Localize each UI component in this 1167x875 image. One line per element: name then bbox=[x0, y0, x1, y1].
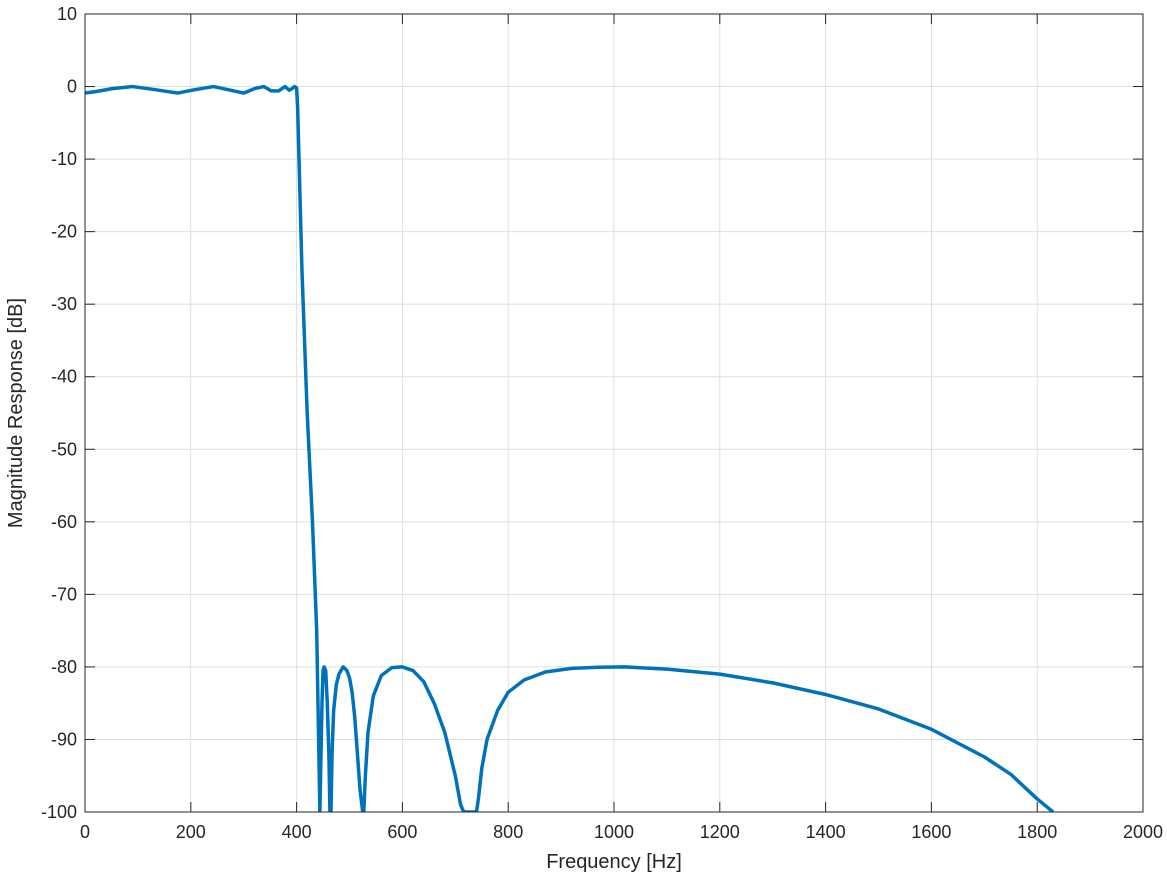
y-tick-label: -50 bbox=[51, 439, 77, 459]
y-tick-label: -100 bbox=[41, 802, 77, 822]
x-axis-label: Frequency [Hz] bbox=[546, 851, 682, 873]
x-tick-label: 200 bbox=[176, 822, 206, 842]
plot-area bbox=[85, 84, 1055, 812]
y-tick-label: -90 bbox=[51, 729, 77, 749]
y-tick-label: -60 bbox=[51, 512, 77, 532]
y-axis-label: Magnitude Response [dB] bbox=[5, 298, 27, 528]
y-tick-label: -10 bbox=[51, 149, 77, 169]
series-line-magnitude bbox=[85, 84, 1055, 812]
x-tick-label: 1400 bbox=[806, 822, 846, 842]
x-tick-label: 800 bbox=[493, 822, 523, 842]
x-tick-label: 600 bbox=[387, 822, 417, 842]
x-tick-label: 400 bbox=[282, 822, 312, 842]
y-tick-label: 0 bbox=[67, 77, 77, 97]
x-tick-label: 2000 bbox=[1123, 822, 1163, 842]
y-tick-label: -40 bbox=[51, 367, 77, 387]
axis-ticks bbox=[84, 13, 1144, 813]
x-tick-label: 1000 bbox=[594, 822, 634, 842]
y-tick-labels: 10 0 -10 -20 -30 -40 -50 -60 -70 -80 -90 -100 bbox=[41, 4, 77, 822]
x-tick-label: 1600 bbox=[911, 822, 951, 842]
y-tick-label: -70 bbox=[51, 584, 77, 604]
y-tick-label: -20 bbox=[51, 222, 77, 242]
x-tick-label: 1800 bbox=[1017, 822, 1057, 842]
y-tick-label: 10 bbox=[57, 4, 77, 24]
x-tick-labels: 0 200 400 600 800 1000 1200 1400 1600 1800 2000 bbox=[80, 822, 1163, 842]
y-tick-label: -80 bbox=[51, 657, 77, 677]
x-tick-label: 1200 bbox=[700, 822, 740, 842]
x-tick-label: 0 bbox=[80, 822, 90, 842]
y-tick-label: -30 bbox=[51, 294, 77, 314]
